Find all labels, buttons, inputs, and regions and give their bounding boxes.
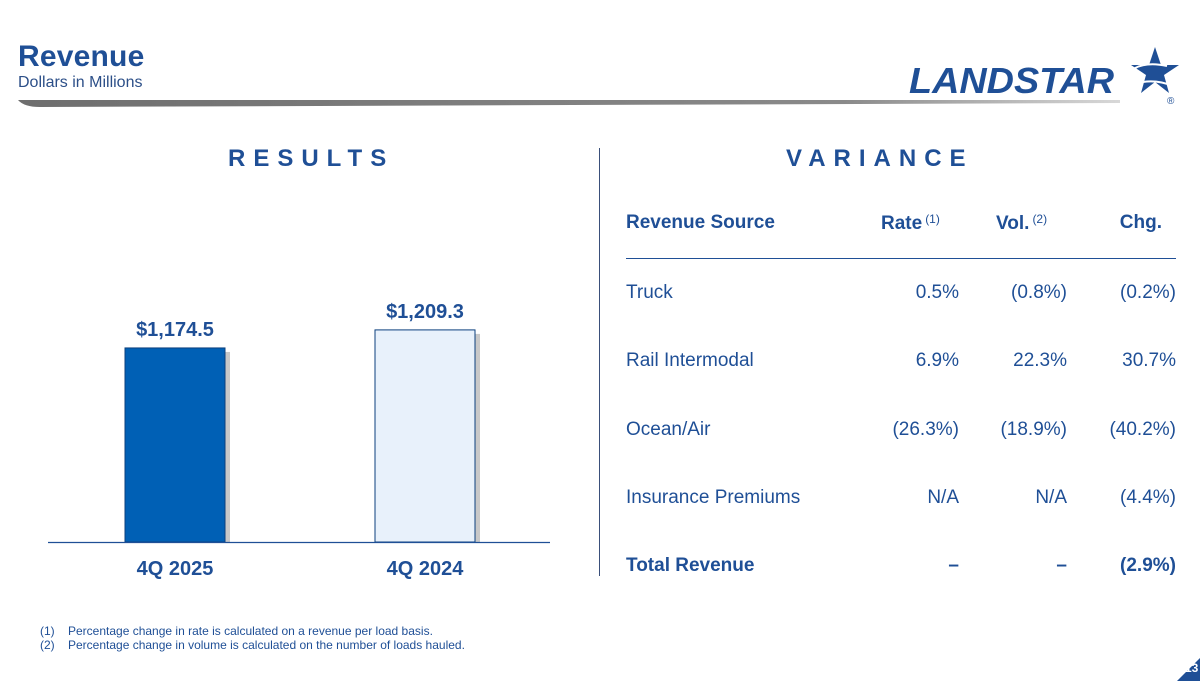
variance-heading: VARIANCE [786,145,974,172]
cell-vol: – [1056,555,1067,576]
cell-vol: (0.8%) [1011,282,1067,303]
cell-rate: N/A [927,487,959,508]
cell-chg: (0.2%) [1120,282,1176,303]
bar-data-label: $1,209.3 [386,301,464,323]
page-title: Revenue [18,40,145,73]
x-tick-label: 4Q 2024 [387,558,465,580]
cell-source: Truck [626,282,673,303]
star-icon [1126,47,1179,93]
cell-chg: (4.4%) [1120,487,1176,508]
cell-source: Insurance Premiums [626,487,801,508]
total-row: Total Revenue – – (2.9%) [626,555,1176,585]
header-swoosh-rule [18,100,1120,107]
logo-wordmark: LANDSTAR [909,60,1114,101]
cell-rate: 0.5% [915,282,959,303]
bar-data-label: $1,174.5 [136,319,214,341]
cell-source: Ocean/Air [626,419,711,440]
col-change: Chg. [1119,212,1162,233]
cell-chg: (2.9%) [1120,555,1176,576]
cell-source: Rail Intermodal [626,350,754,371]
page-subtitle: Dollars in Millions [18,74,143,91]
table-row: Rail Intermodal 6.9% 22.3% 30.7% [626,350,1176,380]
table-row: Truck 0.5% (0.8%) (0.2%) [626,282,1176,312]
page-number-badge: 13 [1177,658,1200,681]
table-row: Insurance Premiums N/A N/A (4.4%) [626,487,1176,517]
footnotes: (1) Percentage change in rate is calculat… [40,624,465,652]
results-heading: RESULTS [228,145,395,172]
col-volume: Vol. (2) [996,212,1048,234]
section-divider [599,148,600,576]
cell-chg: (40.2%) [1109,419,1176,440]
cell-source: Total Revenue [626,555,755,576]
bar-1 [124,347,226,543]
cell-chg: 30.7% [1122,350,1176,371]
bar-2 [374,329,476,543]
footnote-1: (1) Percentage change in rate is calculat… [40,624,433,638]
vol-footnote-ref: (2) [1032,212,1048,226]
page-number: 13 [1185,661,1199,675]
cell-vol: 22.3% [1013,350,1067,371]
landstar-logo: LANDSTAR ® [909,47,1179,106]
registered-mark: ® [1167,96,1175,106]
table-row: Ocean/Air (26.3%) (18.9%) (40.2%) [626,419,1176,449]
col-rate: Rate (1) [881,212,940,234]
cell-rate: – [948,555,959,576]
col-revenue-source: Revenue Source [626,212,775,233]
revenue-bar-chart: $1,174.5 4Q 2025 $1,209.3 4Q 2024 [48,301,550,580]
cell-vol: (18.9%) [1000,419,1067,440]
cell-rate: (26.3%) [892,419,959,440]
footnote-2: (2) Percentage change in volume is calcul… [40,638,465,652]
x-tick-label: 4Q 2025 [137,558,214,580]
header-rule [626,258,1176,259]
variance-table-header: Revenue Source Rate (1) Vol. (2) Chg. [626,212,1176,242]
cell-rate: 6.9% [915,350,959,371]
cell-vol: N/A [1035,487,1067,508]
rate-footnote-ref: (1) [925,212,940,226]
